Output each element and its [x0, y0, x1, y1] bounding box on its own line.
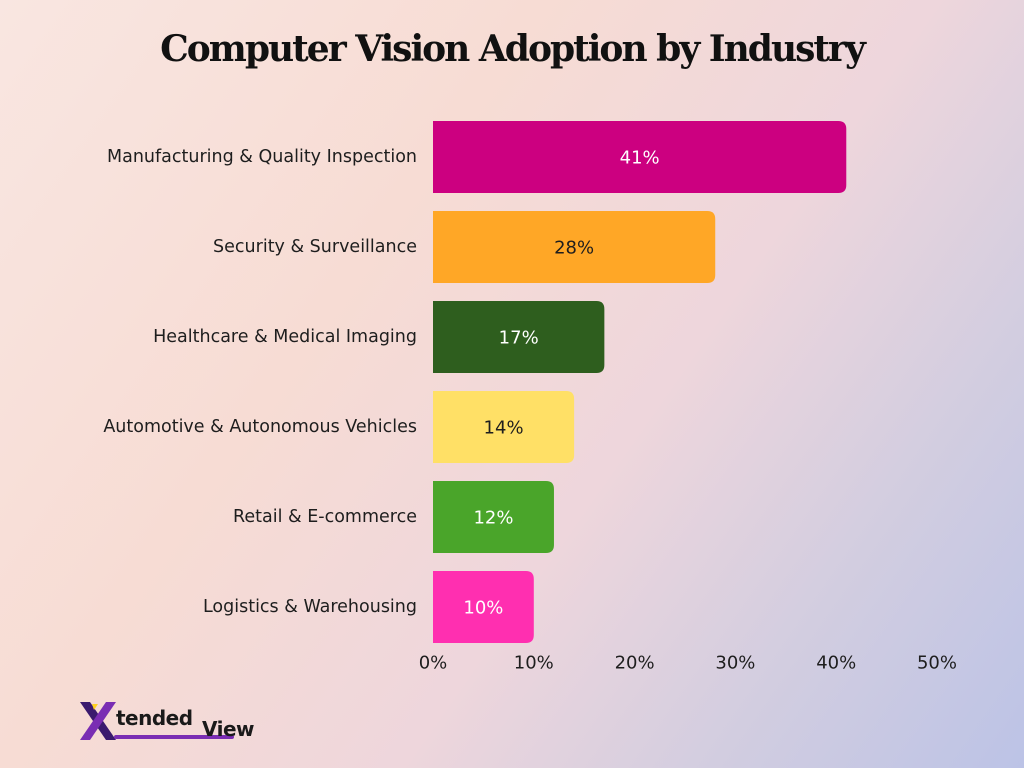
category-label: Security & Surveillance [213, 237, 417, 257]
logo-x-mark [80, 702, 116, 740]
value-label: 41% [620, 148, 660, 169]
category-label: Logistics & Warehousing [203, 597, 417, 617]
x-axis-ticks: 0% 10% 20% 30% 40% 50% [419, 653, 957, 674]
value-label: 28% [554, 238, 594, 259]
bar [433, 391, 575, 463]
x-tick-label: 30% [715, 653, 755, 674]
bar [433, 211, 716, 283]
value-label: 12% [473, 508, 513, 529]
bar [433, 481, 554, 553]
bar [433, 121, 847, 193]
x-tick-label: 40% [816, 653, 856, 674]
xtendedview-logo: tended View [78, 700, 268, 745]
category-label: Healthcare & Medical Imaging [153, 327, 417, 347]
x-tick-label: 20% [615, 653, 655, 674]
value-label: 10% [463, 598, 503, 619]
value-label: 17% [499, 328, 539, 349]
bar [433, 301, 605, 373]
chart-title: Computer Vision Adoption by Industry [160, 28, 866, 70]
logo-underline [114, 735, 234, 739]
category-label: Automotive & Autonomous Vehicles [103, 417, 417, 437]
logo-text-tended: tended [116, 706, 193, 730]
x-tick-label: 50% [917, 653, 957, 674]
logo-text-view: View [202, 717, 255, 741]
x-tick-label: 10% [514, 653, 554, 674]
category-label: Manufacturing & Quality Inspection [107, 147, 417, 167]
bar [433, 571, 534, 643]
x-tick-label: 0% [419, 653, 448, 674]
bars-group: Manufacturing & Quality Inspection 41% Sec… [103, 121, 847, 643]
category-label: Retail & E-commerce [233, 507, 417, 527]
value-label: 14% [484, 418, 524, 439]
